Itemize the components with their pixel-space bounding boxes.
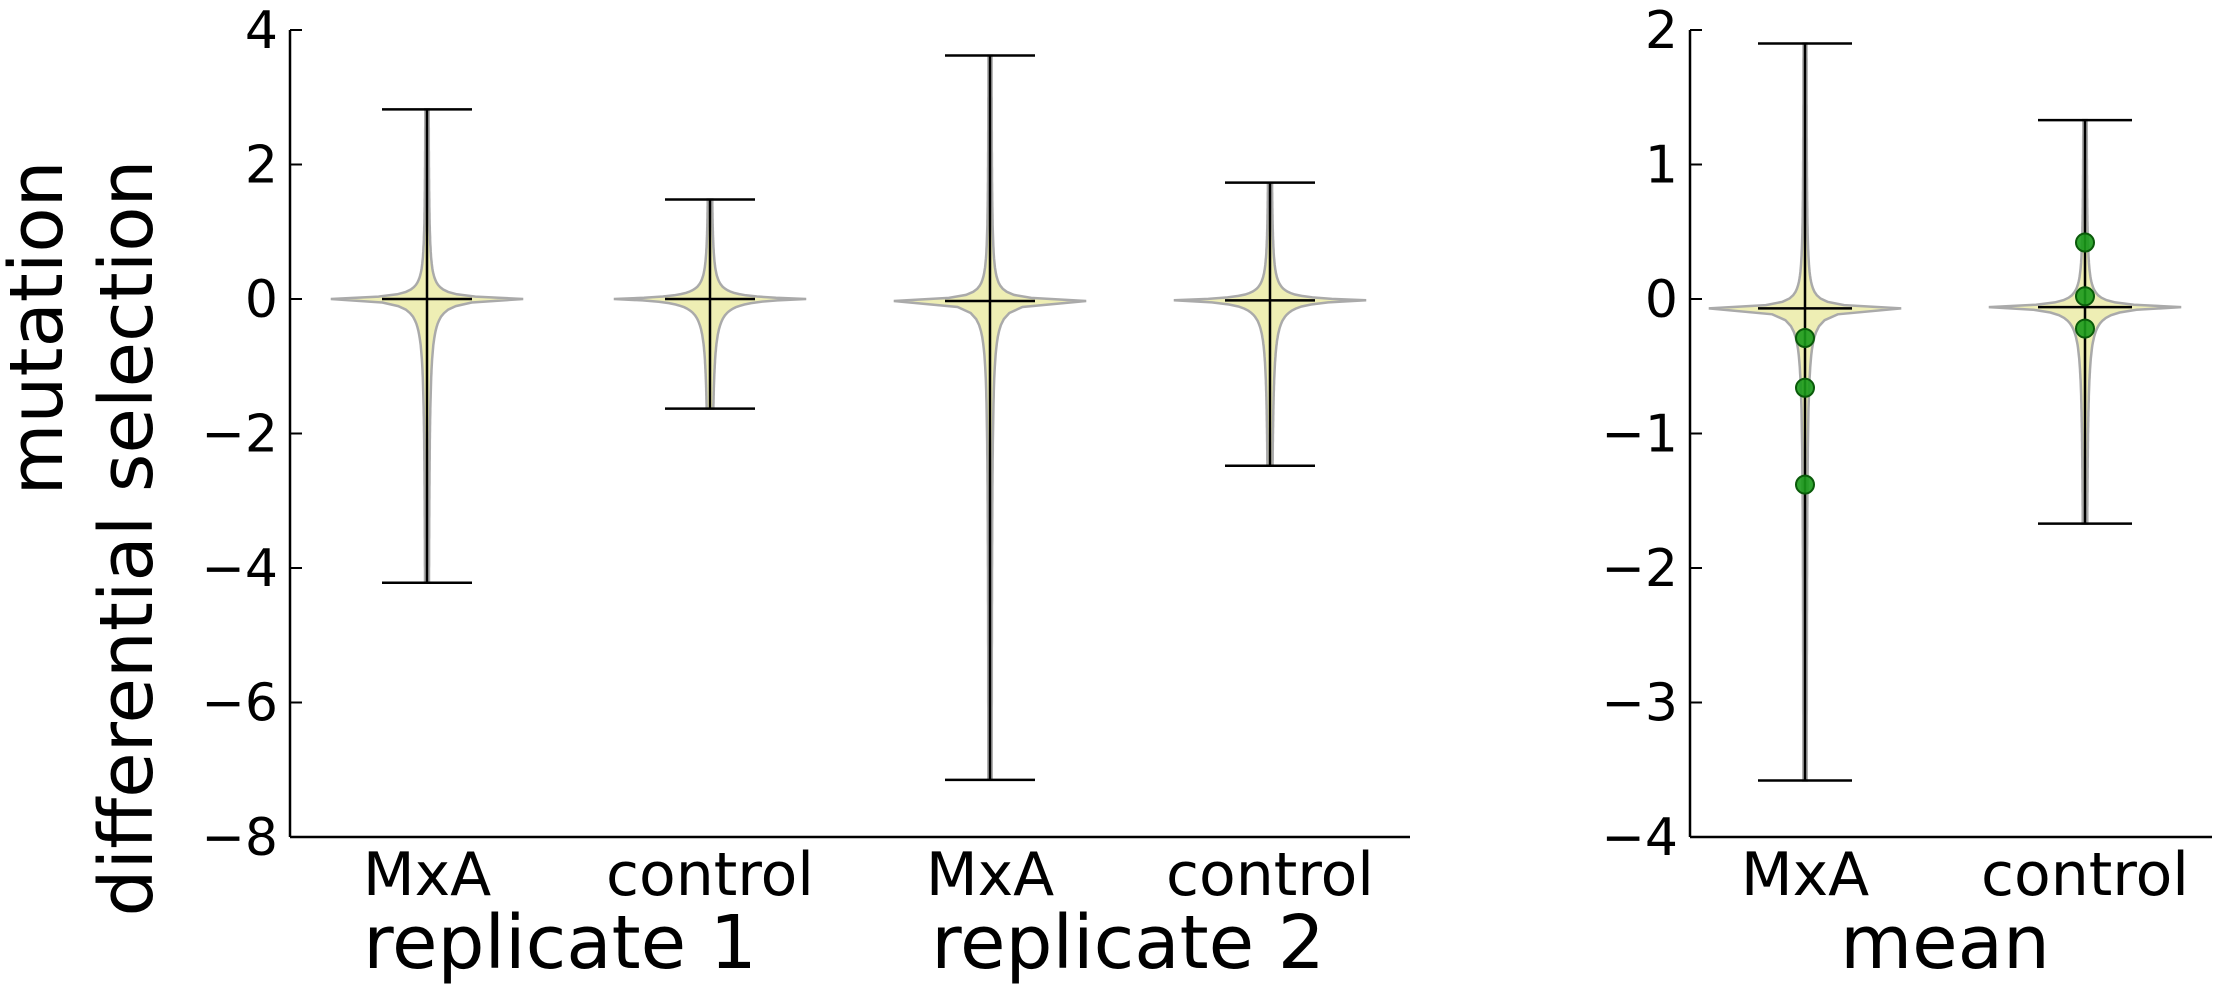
data-point: [1795, 474, 1815, 495]
data-point: [2075, 232, 2095, 253]
x-category-label: control: [1166, 840, 1374, 910]
y-tick-label: 2: [245, 136, 278, 196]
y-tick-label: 4: [245, 1, 278, 61]
y-tick-label: −8: [201, 808, 278, 868]
x-group-label: replicate 2: [931, 900, 1325, 984]
y-tick-label: 0: [245, 270, 278, 330]
x-category-label: control: [606, 840, 814, 910]
x-group-label: mean: [1840, 900, 2050, 984]
y-tick-label: 1: [1645, 136, 1678, 196]
x-category-label: control: [1981, 840, 2189, 910]
x-category-label: MxA: [363, 840, 491, 910]
y-tick-label: −4: [1601, 808, 1678, 868]
data-point: [2075, 318, 2095, 339]
y-tick-label: 2: [1645, 1, 1678, 61]
y-tick-label: −2: [201, 405, 278, 465]
data-point: [2075, 286, 2095, 307]
y-tick-label: 0: [1645, 270, 1678, 330]
y-tick-label: −4: [201, 539, 278, 599]
y-axis-label-line-1: mutation: [0, 160, 80, 495]
data-point: [1795, 377, 1815, 398]
x-group-label: replicate 1: [363, 900, 757, 984]
y-tick-label: −2: [1601, 539, 1678, 599]
y-tick-label: −1: [1601, 405, 1678, 465]
y-tick-label: −6: [201, 674, 278, 734]
data-point: [1795, 328, 1815, 349]
y-tick-label: −3: [1601, 674, 1678, 734]
x-category-label: MxA: [1741, 840, 1869, 910]
x-category-label: MxA: [926, 840, 1054, 910]
y-axis-label-line-2: differential selection: [84, 160, 170, 917]
